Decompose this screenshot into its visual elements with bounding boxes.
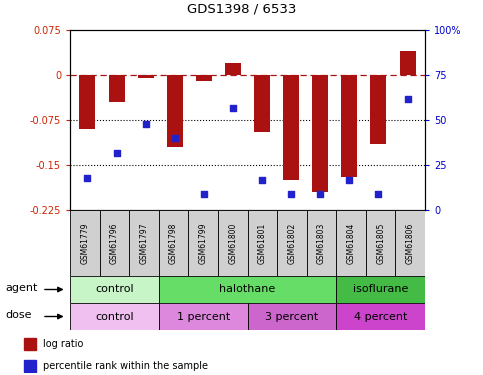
Point (142, 121, 150, 127)
Text: GSM61805: GSM61805 (376, 222, 385, 264)
Text: log ratio: log ratio (43, 339, 84, 349)
Bar (366, 210, 396, 276)
Bar (283, 75, 299, 180)
Text: 3 percent: 3 percent (265, 312, 318, 321)
Point (345, 177, 353, 183)
Text: GSM61803: GSM61803 (317, 222, 326, 264)
Text: GSM61796: GSM61796 (110, 222, 119, 264)
Text: GSM61799: GSM61799 (199, 222, 208, 264)
Bar (307, 210, 336, 276)
Point (113, 150, 120, 156)
Bar (159, 210, 188, 276)
Bar (24, 338, 36, 350)
Text: GSM61800: GSM61800 (228, 222, 237, 264)
Text: agent: agent (6, 283, 38, 293)
Point (200, 191, 208, 197)
Point (229, 105, 237, 111)
Point (375, 191, 383, 197)
Point (171, 135, 179, 141)
Text: GSM61797: GSM61797 (140, 222, 148, 264)
Text: dose: dose (6, 310, 32, 320)
Bar (313, 75, 328, 192)
Point (84, 175, 91, 181)
Bar (80, 75, 96, 129)
Bar (129, 210, 159, 276)
Text: percentile rank within the sample: percentile rank within the sample (43, 361, 209, 371)
Bar (277, 210, 307, 276)
Bar (225, 63, 241, 75)
Text: GSM61806: GSM61806 (406, 222, 415, 264)
Bar (159, 303, 248, 330)
Bar (396, 210, 425, 276)
Bar (70, 303, 159, 330)
Bar (188, 210, 218, 276)
Bar (70, 276, 159, 303)
Bar (336, 303, 425, 330)
Bar (99, 210, 129, 276)
Bar (159, 276, 336, 303)
Bar (70, 210, 99, 276)
Point (316, 191, 324, 197)
Bar (24, 360, 36, 372)
Text: control: control (95, 312, 134, 321)
Bar (167, 75, 183, 147)
Text: GSM61804: GSM61804 (347, 222, 355, 264)
Bar (370, 75, 386, 144)
Text: GSM61802: GSM61802 (287, 223, 297, 264)
Text: isoflurane: isoflurane (353, 285, 408, 294)
Bar (138, 75, 154, 78)
Text: 1 percent: 1 percent (177, 312, 230, 321)
Text: control: control (95, 285, 134, 294)
Text: GSM61798: GSM61798 (169, 222, 178, 264)
Point (258, 177, 266, 183)
Point (287, 191, 295, 197)
Bar (248, 303, 336, 330)
Text: halothane: halothane (219, 285, 276, 294)
Text: GSM61779: GSM61779 (80, 222, 89, 264)
Text: GSM61801: GSM61801 (258, 223, 267, 264)
Bar (336, 276, 425, 303)
Point (404, 96, 412, 102)
Bar (218, 210, 248, 276)
Bar (248, 210, 277, 276)
Bar (196, 75, 212, 81)
Bar (254, 75, 270, 132)
Bar (341, 75, 357, 177)
Text: GDS1398 / 6533: GDS1398 / 6533 (187, 2, 296, 15)
Text: 4 percent: 4 percent (354, 312, 407, 321)
Bar (109, 75, 125, 102)
Bar (336, 210, 366, 276)
Bar (399, 51, 415, 75)
